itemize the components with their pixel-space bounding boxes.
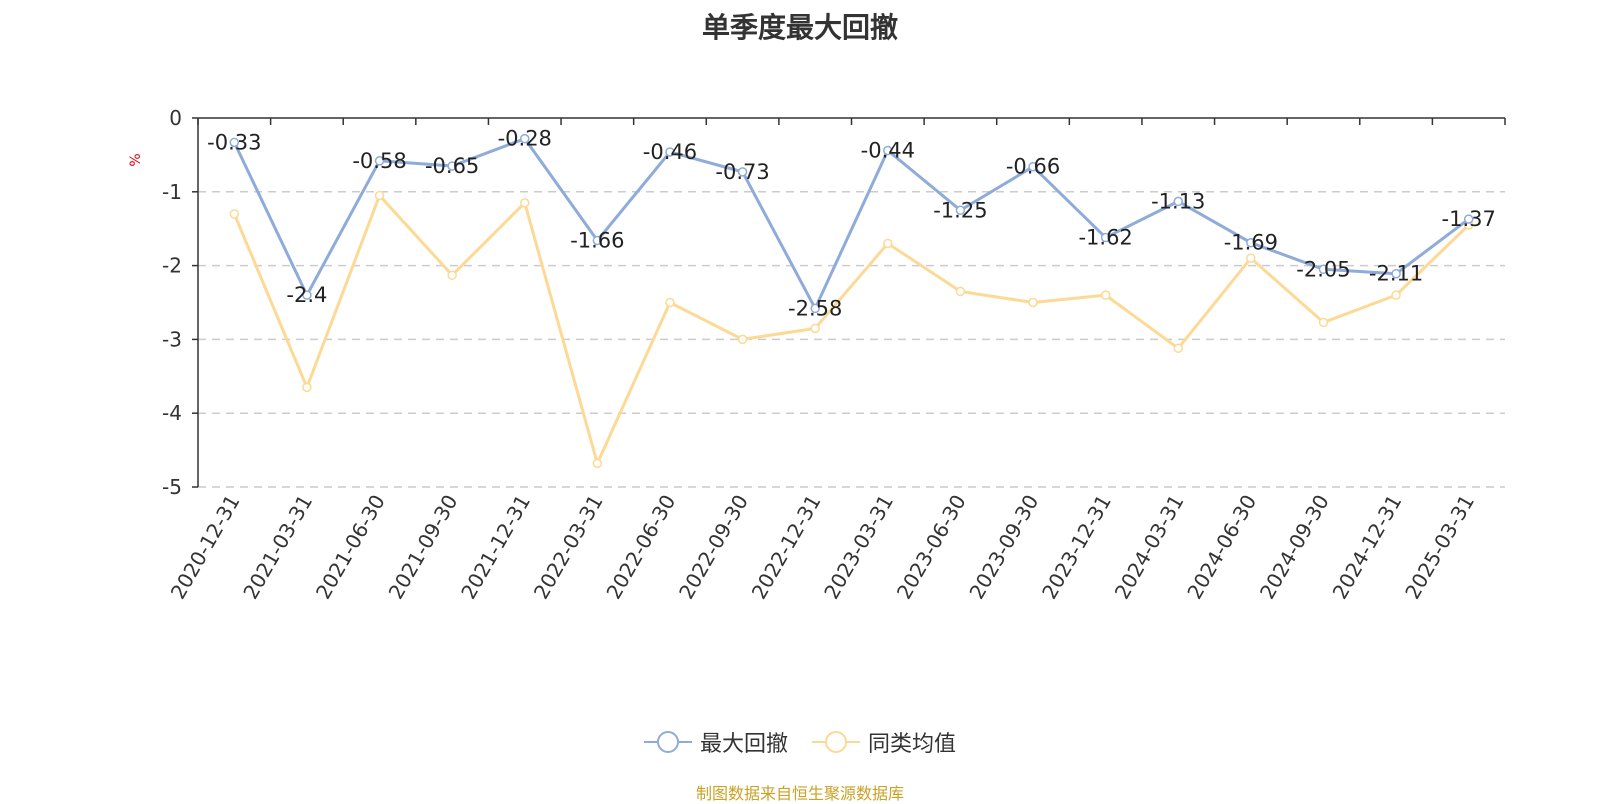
data-point [447, 161, 457, 171]
x-tick-label: 2025-03-31 [1400, 491, 1479, 604]
data-label: -0.44 [861, 138, 915, 162]
data-point [1463, 214, 1474, 224]
data-point [737, 334, 748, 345]
data-point [810, 323, 820, 334]
legend-line-circle-icon [643, 731, 692, 753]
legend: 最大回撤 同类均值 [0, 722, 1600, 762]
data-label: -0.46 [643, 140, 697, 164]
data-label: -1.69 [1224, 231, 1278, 255]
data-label: -0.65 [425, 154, 479, 178]
data-label-layer: -0.33 -2.4 -0.58 -0.65 -0.28 -1.66 -0.46 -0.73 -… [207, 127, 1496, 321]
data-point [1173, 343, 1183, 354]
series-line [232, 193, 1470, 465]
x-tick-label: 2024-12-31 [1328, 491, 1407, 604]
y-tick-label: -4 [162, 401, 182, 425]
y-tick-label: -1 [162, 180, 182, 204]
legend-line-circle-icon [812, 731, 860, 753]
legend-item[interactable]: 同类均值 [812, 726, 956, 758]
x-tick-label: 2024-03-31 [1110, 491, 1189, 604]
source-note: 制图数据来自恒生聚源数据库 [695, 784, 904, 803]
data-label: -2.4 [286, 283, 327, 307]
y-tick-label: -3 [162, 327, 182, 351]
y-axis-unit: % [128, 153, 144, 166]
x-tick-label: 2021-09-30 [384, 491, 463, 604]
data-point [229, 137, 240, 148]
data-label: -2.58 [788, 296, 842, 320]
data-point [883, 145, 893, 156]
x-tick-label: 2023-09-30 [964, 491, 1043, 604]
data-label: -1.62 [1078, 226, 1132, 250]
legend-item[interactable]: 最大回撤 [643, 726, 788, 758]
x-tick-label: 2024-06-30 [1182, 491, 1261, 604]
x-tick-label: 2022-12-31 [747, 491, 826, 604]
data-point [374, 190, 385, 201]
data-point [447, 270, 457, 280]
legend-label: 最大回撤 [699, 732, 788, 757]
data-label: -2.11 [1369, 262, 1423, 286]
data-point [737, 167, 748, 177]
data-point [665, 147, 675, 157]
data-point [229, 209, 240, 219]
y-tick-label: 0 [169, 106, 182, 130]
data-label: -0.28 [498, 127, 552, 151]
data-point [1318, 317, 1329, 328]
data-label: -2.05 [1296, 257, 1350, 281]
data-label: -0.66 [1006, 155, 1060, 179]
y-tick-label: -2 [162, 254, 182, 278]
chart-title: 单季度最大回撤 [701, 11, 898, 44]
data-point [1391, 268, 1401, 279]
series-line [232, 137, 1470, 310]
legend-label: 同类均值 [868, 732, 957, 757]
data-point [1028, 297, 1038, 308]
x-tick-label: 2021-03-31 [238, 491, 317, 604]
data-point [302, 382, 312, 393]
axis-layer: 0 -1 -2 -3 -4 -52020-12-312021-03-312021-06-3… [162, 106, 1506, 604]
data-label: -1.37 [1442, 207, 1496, 231]
x-tick-label: 2022-06-30 [601, 491, 680, 604]
x-tick-label: 2022-03-31 [529, 491, 608, 604]
data-point [955, 205, 966, 215]
data-label: -1.66 [570, 229, 624, 253]
series-layer [229, 133, 1474, 469]
data-point [1100, 290, 1111, 300]
data-point [1246, 237, 1256, 248]
data-point [883, 238, 893, 249]
data-label: -0.33 [207, 130, 261, 154]
data-point [955, 286, 966, 297]
data-point [665, 297, 675, 308]
x-tick-label: 2024-09-30 [1255, 491, 1334, 604]
data-point [810, 303, 820, 314]
x-tick-label: 2023-03-31 [819, 491, 898, 604]
data-point [1028, 161, 1038, 172]
data-point [1246, 253, 1256, 263]
x-tick-label: 2023-06-30 [892, 491, 971, 604]
x-tick-label: 2022-09-30 [674, 491, 753, 604]
data-point [520, 198, 530, 208]
data-point [1391, 290, 1401, 300]
x-tick-label: 2021-12-31 [456, 491, 535, 604]
data-point [592, 458, 603, 469]
data-label: -1.13 [1151, 189, 1205, 213]
data-label: -0.73 [715, 160, 769, 184]
data-label: -1.25 [933, 198, 987, 222]
y-tick-label: -5 [162, 475, 182, 499]
data-point [1318, 264, 1329, 275]
data-point [592, 235, 603, 246]
data-point [374, 156, 385, 166]
x-tick-label: 2020-12-31 [166, 491, 245, 604]
data-point [1173, 196, 1183, 207]
x-tick-label: 2023-12-31 [1037, 491, 1116, 604]
data-point [520, 133, 530, 144]
x-tick-label: 2021-06-30 [311, 491, 390, 604]
data-label: -0.58 [352, 149, 406, 173]
data-point [302, 290, 312, 300]
data-point [1100, 232, 1111, 243]
grid-layer [198, 191, 1505, 488]
